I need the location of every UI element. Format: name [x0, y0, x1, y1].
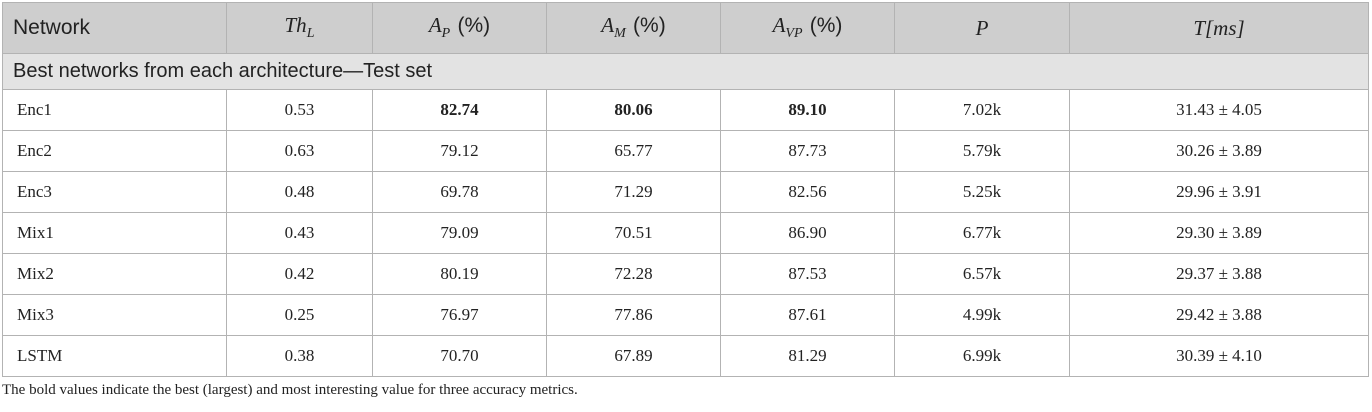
header-a-m-sub: M	[614, 26, 626, 42]
cell-th-l: 0.53	[226, 89, 373, 131]
header-a-vp-unit: (%)	[809, 14, 843, 38]
cell-network: Enc1	[2, 89, 227, 131]
results-table: Network ThL AP (%) AM (%) AVP (%) P T[ms…	[2, 2, 1369, 377]
header-a-p: AP (%)	[372, 2, 547, 54]
cell-t: 29.96 ± 3.91	[1069, 171, 1369, 213]
cell-t: 31.43 ± 4.05	[1069, 89, 1369, 131]
cell-t: 29.42 ± 3.88	[1069, 294, 1369, 336]
header-th-l-sub: L	[306, 26, 315, 42]
cell-a-vp: 81.29	[720, 335, 895, 377]
cell-a-vp: 82.56	[720, 171, 895, 213]
cell-a-vp: 87.61	[720, 294, 895, 336]
header-a-p-main: A	[428, 13, 442, 38]
cell-t: 29.37 ± 3.88	[1069, 253, 1369, 295]
cell-a-p: 80.19	[372, 253, 547, 295]
cell-a-vp: 86.90	[720, 212, 895, 254]
table-row: Mix1 0.43 79.09 70.51 86.90 6.77k 29.30 ± 3.89	[2, 212, 1369, 254]
cell-a-p: 76.97	[372, 294, 547, 336]
header-th-l: ThL	[226, 2, 373, 54]
header-a-m: AM (%)	[546, 2, 721, 54]
cell-network: Mix2	[2, 253, 227, 295]
header-th-l-main: Th	[284, 13, 307, 38]
header-a-vp-main: A	[772, 13, 786, 38]
cell-a-vp: 87.53	[720, 253, 895, 295]
cell-network: Enc2	[2, 130, 227, 172]
cell-a-p: 69.78	[372, 171, 547, 213]
header-row: Network ThL AP (%) AM (%) AVP (%) P T[ms…	[2, 2, 1369, 54]
table-row: Enc3 0.48 69.78 71.29 82.56 5.25k 29.96 ± 3.91	[2, 171, 1369, 213]
cell-t: 30.39 ± 4.10	[1069, 335, 1369, 377]
header-a-p-unit: (%)	[457, 14, 491, 38]
cell-a-vp: 87.73	[720, 130, 895, 172]
cell-a-m: 67.89	[546, 335, 721, 377]
cell-a-m: 72.28	[546, 253, 721, 295]
header-p: P	[894, 2, 1070, 54]
table-row: Enc2 0.63 79.12 65.77 87.73 5.79k 30.26 ± 3.89	[2, 130, 1369, 172]
cell-th-l: 0.38	[226, 335, 373, 377]
cell-th-l: 0.25	[226, 294, 373, 336]
cell-p: 5.25k	[894, 171, 1070, 213]
cell-network: Mix3	[2, 294, 227, 336]
cell-p: 6.99k	[894, 335, 1070, 377]
table-row: Mix2 0.42 80.19 72.28 87.53 6.57k 29.37 ± 3.88	[2, 253, 1369, 295]
cell-th-l: 0.42	[226, 253, 373, 295]
table-row: Mix3 0.25 76.97 77.86 87.61 4.99k 29.42 ± 3.88	[2, 294, 1369, 336]
header-a-vp-sub: VP	[785, 26, 803, 42]
cell-a-m: 65.77	[546, 130, 721, 172]
cell-th-l: 0.48	[226, 171, 373, 213]
cell-th-l: 0.63	[226, 130, 373, 172]
cell-p: 5.79k	[894, 130, 1070, 172]
cell-a-p: 79.09	[372, 212, 547, 254]
cell-a-p: 82.74	[372, 89, 547, 131]
cell-p: 6.77k	[894, 212, 1070, 254]
header-a-m-main: A	[601, 13, 615, 38]
cell-th-l: 0.43	[226, 212, 373, 254]
cell-network: Mix1	[2, 212, 227, 254]
header-a-vp: AVP (%)	[720, 2, 895, 54]
cell-a-m: 71.29	[546, 171, 721, 213]
cell-t: 29.30 ± 3.89	[1069, 212, 1369, 254]
cell-a-m: 70.51	[546, 212, 721, 254]
table-row: LSTM 0.38 70.70 67.89 81.29 6.99k 30.39 ± 4.10	[2, 335, 1369, 377]
cell-a-m: 80.06	[546, 89, 721, 131]
header-network: Network	[2, 2, 227, 54]
section-row: Best networks from each architecture—Tes…	[2, 53, 1369, 90]
cell-network: LSTM	[2, 335, 227, 377]
cell-a-m: 77.86	[546, 294, 721, 336]
cell-a-vp: 89.10	[720, 89, 895, 131]
cell-a-p: 70.70	[372, 335, 547, 377]
cell-p: 4.99k	[894, 294, 1070, 336]
cell-a-p: 79.12	[372, 130, 547, 172]
cell-t: 30.26 ± 3.89	[1069, 130, 1369, 172]
header-a-p-sub: P	[441, 26, 451, 42]
header-a-m-unit: (%)	[633, 14, 666, 38]
section-title: Best networks from each architecture—Tes…	[2, 53, 1369, 90]
cell-network: Enc3	[2, 171, 227, 213]
header-t: T[ms]	[1069, 2, 1369, 54]
table-row: Enc1 0.53 82.74 80.06 89.10 7.02k 31.43 ± 4.05	[2, 89, 1369, 131]
cell-p: 7.02k	[894, 89, 1070, 131]
cell-p: 6.57k	[894, 253, 1070, 295]
table-caption: The bold values indicate the best (large…	[2, 382, 578, 398]
